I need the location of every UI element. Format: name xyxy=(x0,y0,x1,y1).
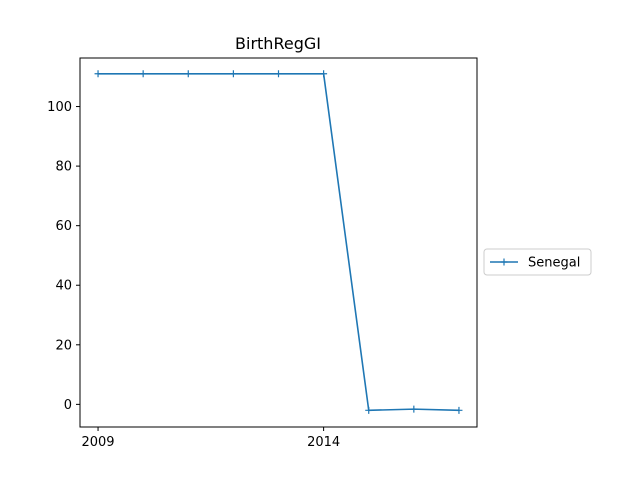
series-line-senegal xyxy=(98,72,459,412)
data-point-marker xyxy=(184,70,192,78)
plot-axes: 2009 2014 0 20 40 60 80 100 xyxy=(47,57,478,450)
legend: Senegal xyxy=(483,248,592,276)
data-point-marker xyxy=(275,70,282,78)
plot-frame xyxy=(79,57,478,428)
data-point-marker xyxy=(410,405,418,413)
data-point-marker xyxy=(229,70,237,78)
x-tick-label: 2009 xyxy=(81,435,114,450)
y-tick-label: 20 xyxy=(55,338,72,353)
legend-swatch-marker xyxy=(500,258,508,266)
legend-label: Senegal xyxy=(528,256,580,271)
y-tick-label: 60 xyxy=(55,219,72,234)
y-tick-label: 100 xyxy=(47,100,72,115)
data-point-marker xyxy=(365,406,373,414)
data-point-marker xyxy=(94,70,102,78)
data-point-marker xyxy=(320,70,328,78)
y-tick-label: 40 xyxy=(55,279,72,294)
x-tick-label: 2014 xyxy=(307,435,340,450)
data-point-marker xyxy=(139,70,147,78)
y-tick-label: 80 xyxy=(55,160,72,175)
series-group xyxy=(94,70,463,414)
data-point-marker xyxy=(455,406,463,414)
legend-box xyxy=(483,248,592,276)
y-tick-label: 0 xyxy=(64,398,72,413)
chart-title: BirthRegGI xyxy=(235,34,321,53)
